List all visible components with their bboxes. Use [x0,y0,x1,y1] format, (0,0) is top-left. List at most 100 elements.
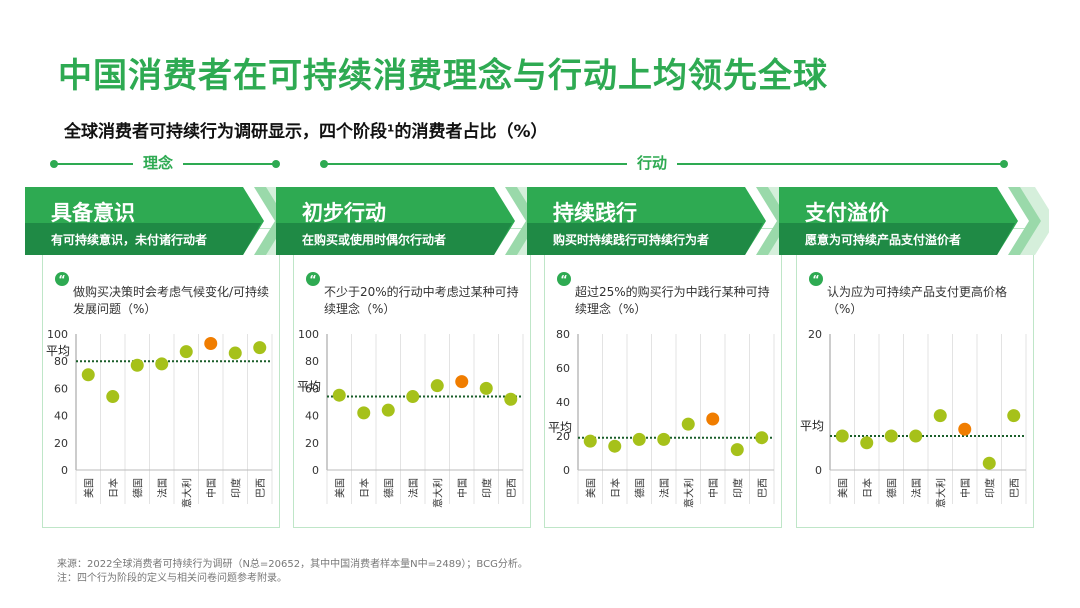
phase-concept: 理念 [50,152,280,174]
average-label: 平均 [548,421,572,435]
data-point [430,379,444,393]
data-point [479,381,493,395]
data-point [179,345,193,359]
data-point [608,439,622,453]
x-tick-label: 印度 [731,478,744,498]
stage-banner: 具备意识 有可持续意识，未付诸行动者 [25,187,295,255]
x-tick-label: 日本 [609,478,622,498]
stage-description: 在购买或使用时偶尔行动者 [302,233,447,247]
data-point [958,422,972,436]
y-tick-label: 40 [54,410,68,423]
x-tick-label: 日本 [107,478,120,498]
data-point [755,431,769,445]
x-tick-label: 德国 [885,478,898,498]
average-label: 平均 [297,380,321,394]
x-tick-label: 法国 [658,478,671,498]
x-tick-label: 美国 [584,478,597,498]
y-tick-label: 40 [305,410,319,423]
data-point [909,429,923,443]
chart-title: 做购买决策时会考虑气候变化/可持续发展问题（%） [73,285,270,316]
data-point [106,390,120,404]
data-point [204,337,218,351]
data-point [332,388,346,402]
y-tick-label: 0 [563,464,570,477]
data-point [155,357,169,371]
data-point [583,434,597,448]
y-tick-label: 40 [556,396,570,409]
stage-name: 持续践行 [553,201,637,225]
x-tick-label: 印度 [480,478,493,498]
banner-shape [779,187,1049,255]
quote-icon: “ [809,272,823,286]
y-tick-label: 60 [556,362,570,375]
data-point [933,409,947,423]
data-point [835,429,849,443]
data-point [632,432,646,446]
x-tick-label: 德国 [131,478,144,498]
x-tick-label: 法国 [407,478,420,498]
x-tick-label: 意大利 [682,478,695,508]
x-tick-label: 印度 [983,478,996,498]
data-point [130,358,144,372]
stage-banner: 支付溢价愿意为可持续产品支付溢价者 [779,187,1049,255]
x-tick-label: 法国 [156,478,169,498]
y-tick-label: 60 [305,382,319,395]
x-tick-label: 巴西 [757,478,769,498]
x-tick-label: 中国 [456,478,469,498]
y-tick-label: 100 [298,328,319,341]
quote-icon: “ [306,272,320,286]
y-tick-label: 80 [54,355,68,368]
x-tick-label: 美国 [333,478,346,498]
stage-name: 具备意识 [51,201,135,225]
data-point [357,406,371,420]
stage-card [544,228,782,528]
y-tick-label: 0 [815,464,822,477]
data-point [228,346,242,360]
x-tick-label: 法国 [910,478,923,498]
data-point [982,456,996,470]
data-point [860,436,874,450]
x-tick-label: 德国 [633,478,646,498]
y-tick-label: 20 [808,328,822,341]
y-tick-label: 60 [54,382,68,395]
data-point [657,432,671,446]
y-tick-label: 100 [47,328,68,341]
x-tick-label: 中国 [205,478,218,498]
y-tick-label: 0 [61,464,68,477]
x-tick-label: 印度 [229,478,242,498]
data-point [504,392,518,406]
data-point [706,412,720,426]
data-point [253,341,267,355]
chart-title: 超过25%的购买行为中践行某种可持续理念（%） [575,285,770,316]
stage-card [293,228,531,528]
x-tick-label: 意大利 [934,478,947,508]
x-tick-label: 中国 [707,478,720,498]
x-tick-label: 日本 [861,478,874,498]
data-point [406,390,420,404]
x-tick-label: 中国 [959,478,972,498]
y-tick-label: 20 [556,430,570,443]
average-label: 平均 [46,344,70,358]
stage-card [42,228,280,528]
y-tick-label: 80 [305,355,319,368]
data-point [381,403,395,417]
x-tick-label: 日本 [358,478,371,498]
footnote-source: 来源：2022全球消费者可持续行为调研（N总=20652，其中中国消费者样本量N… [57,559,528,570]
data-point [681,417,695,431]
page-subtitle: 全球消费者可持续行为调研显示，四个阶段¹的消费者占比（%） [64,122,548,142]
footnote-note: 注：四个行为阶段的定义与相关问卷问题参考附录。 [57,573,287,584]
average-label: 平均 [800,419,824,433]
stage-banner: 持续践行 购买时持续践行可持续行为者 [527,187,797,255]
footnotes: 来源：2022全球消费者可持续行为调研（N总=20652，其中中国消费者样本量N… [57,558,528,586]
data-point [81,368,95,382]
data-point [730,443,744,457]
data-point [884,429,898,443]
y-tick-label: 80 [556,328,570,341]
phase-action: 行动 [320,152,1010,174]
stage-description: 愿意为可持续产品支付溢价者 [805,233,962,247]
stage-name: 支付溢价 [805,201,889,225]
data-point [1007,409,1021,423]
